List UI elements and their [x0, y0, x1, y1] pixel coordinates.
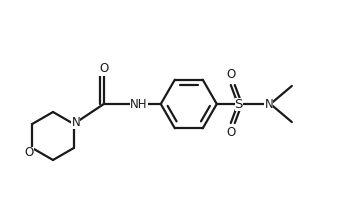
Text: S: S: [234, 98, 243, 110]
Text: NH: NH: [130, 98, 147, 110]
Text: N: N: [265, 98, 273, 110]
Text: O: O: [99, 62, 108, 76]
Text: O: O: [226, 68, 236, 82]
Text: O: O: [25, 146, 34, 160]
Text: O: O: [226, 126, 236, 140]
Text: N: N: [71, 115, 80, 129]
